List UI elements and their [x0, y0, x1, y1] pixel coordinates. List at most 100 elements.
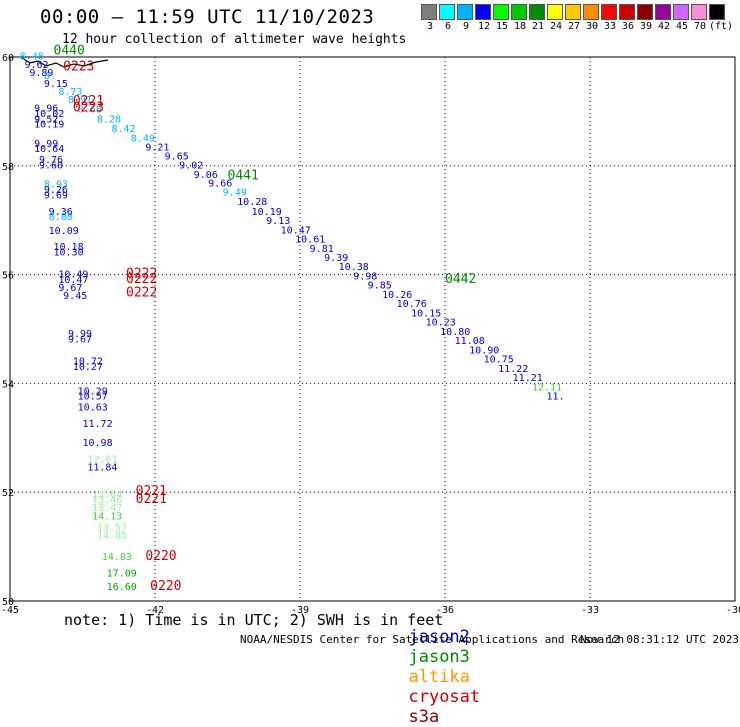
color-scale-label: 30: [585, 21, 599, 32]
x-tick-label: -30: [726, 605, 740, 616]
pass-time-label: 0441: [228, 168, 259, 183]
color-scale-label: 45: [675, 21, 689, 32]
wave-height-label: 9.62: [25, 60, 49, 71]
wave-height-label: 10.90: [469, 345, 499, 356]
wave-height-label: 10.27: [73, 362, 103, 373]
wave-height-label: 9.99: [34, 139, 58, 150]
wave-height-label: 9.67: [58, 283, 82, 294]
legend-cryosat: cryosat: [408, 687, 481, 707]
page-title: 00:00 – 11:59 UTC 11/10/2023: [40, 6, 375, 28]
wave-height-label: 9.36: [49, 207, 73, 218]
color-swatch: [709, 4, 725, 20]
wave-height-label: 8.: [44, 71, 56, 82]
y-tick-label: 54: [2, 379, 14, 390]
wave-height-label: 9.60: [39, 161, 63, 172]
legend-altika: altika: [408, 667, 470, 687]
wave-height-label: 10.30: [54, 248, 84, 259]
color-scale-bar: [421, 4, 727, 20]
wave-height-label: 10.02: [34, 109, 64, 120]
wave-height-label: 10.26: [382, 290, 412, 301]
color-swatch: [457, 4, 473, 20]
wave-height-label: 8.88: [49, 212, 73, 223]
wave-height-label: 8.91: [68, 95, 92, 106]
wave-height-label: 11.72: [83, 419, 113, 430]
wave-height-label: 14.83: [102, 552, 132, 563]
pass-time-label: 0442: [445, 272, 476, 287]
wave-height-label: 10.19: [34, 120, 64, 131]
pass-time-label: 0222: [126, 285, 157, 300]
wave-height-label: 11.08: [455, 336, 485, 347]
page-subtitle: 12 hour collection of altimeter wave hei…: [62, 32, 407, 47]
wave-height-chart: -45-42-39-36-33-305052545658608.489.629.…: [1, 43, 740, 616]
color-swatch: [439, 4, 455, 20]
wave-height-label: 9.21: [145, 143, 169, 154]
wave-height-label: 9.81: [310, 244, 334, 255]
wave-height-label: 12.11: [532, 382, 562, 393]
satellite-legend: jason2 jason3 altika cryosat s3a: [388, 607, 490, 727]
wave-height-label: 10.57: [78, 392, 108, 403]
color-swatch: [547, 4, 563, 20]
wave-height-label: 17.09: [107, 569, 137, 580]
y-tick-label: 58: [2, 162, 14, 173]
pass-time-label: 0221: [136, 484, 167, 499]
color-swatch: [673, 4, 689, 20]
color-swatch: [637, 4, 653, 20]
color-swatch: [529, 4, 545, 20]
color-scale-label: 18: [513, 21, 527, 32]
x-tick-label: -33: [581, 605, 599, 616]
color-swatch: [655, 4, 671, 20]
pass-time-label: 0440: [54, 43, 85, 58]
wave-height-label: 9.67: [68, 335, 92, 346]
wave-height-label: 9.99: [68, 329, 92, 340]
x-tick-label: -39: [291, 605, 309, 616]
wave-height-label: 13.47: [92, 503, 122, 514]
wave-height-label: 11.21: [513, 373, 543, 384]
color-scale-label: 27: [567, 21, 581, 32]
wave-height-label: 9.45: [63, 291, 87, 302]
wave-height-label: 9.65: [165, 151, 189, 162]
wave-height-label: 11.22: [498, 364, 528, 375]
wave-height-label: 9.66: [208, 178, 232, 189]
wave-height-label: 12.61: [87, 454, 117, 465]
wave-height-label: 9.13: [266, 216, 290, 227]
x-tick-label: -45: [1, 605, 19, 616]
color-swatch: [583, 4, 599, 20]
color-swatch: [475, 4, 491, 20]
wave-height-label: 9.85: [368, 281, 392, 292]
pass-time-label: 0221: [73, 94, 104, 109]
pass-time-label: 0220: [145, 549, 176, 564]
wave-height-label: 16.60: [107, 582, 137, 593]
color-swatch: [493, 4, 509, 20]
color-swatch: [421, 4, 437, 20]
color-scale-label: 3: [426, 21, 434, 32]
wave-height-label: 10.75: [484, 355, 514, 366]
y-tick-label: 50: [2, 597, 14, 608]
pass-time-label: 0222: [126, 272, 157, 287]
wave-height-label: 9.06: [194, 170, 218, 181]
wave-height-label: 10.09: [49, 226, 79, 237]
wave-height-label: 9.49: [223, 188, 247, 199]
wave-height-label: 13.57: [97, 522, 127, 533]
wave-height-label: 9.15: [44, 79, 68, 90]
wave-height-label: 11.: [547, 392, 565, 403]
wave-height-label: 10.63: [78, 403, 108, 414]
wave-height-label: 9.96: [34, 103, 58, 114]
credit-timestamp: Nov 12 08:31:12 UTC 2023: [580, 633, 739, 646]
pass-time-label: 0221: [136, 492, 167, 507]
wave-height-label: 8.73: [58, 87, 82, 98]
wave-height-label: 11.84: [87, 462, 117, 473]
x-tick-label: -36: [436, 605, 454, 616]
color-scale-label: 39: [639, 21, 653, 32]
wave-height-label: 10.38: [339, 262, 369, 273]
wave-height-label: 10.72: [73, 356, 103, 367]
x-tick-label: -42: [146, 605, 164, 616]
wave-height-label: 9.26: [44, 185, 68, 196]
wave-height-label: 10.47: [281, 225, 311, 236]
color-swatch: [511, 4, 527, 20]
wave-height-label: 10.76: [397, 299, 427, 310]
wave-height-label: 8.49: [131, 133, 155, 144]
color-scale-label: 36: [621, 21, 635, 32]
wave-height-label: 10.98: [83, 438, 113, 449]
color-scale-label: 24: [549, 21, 563, 32]
wave-height-label: 8.42: [112, 124, 136, 135]
